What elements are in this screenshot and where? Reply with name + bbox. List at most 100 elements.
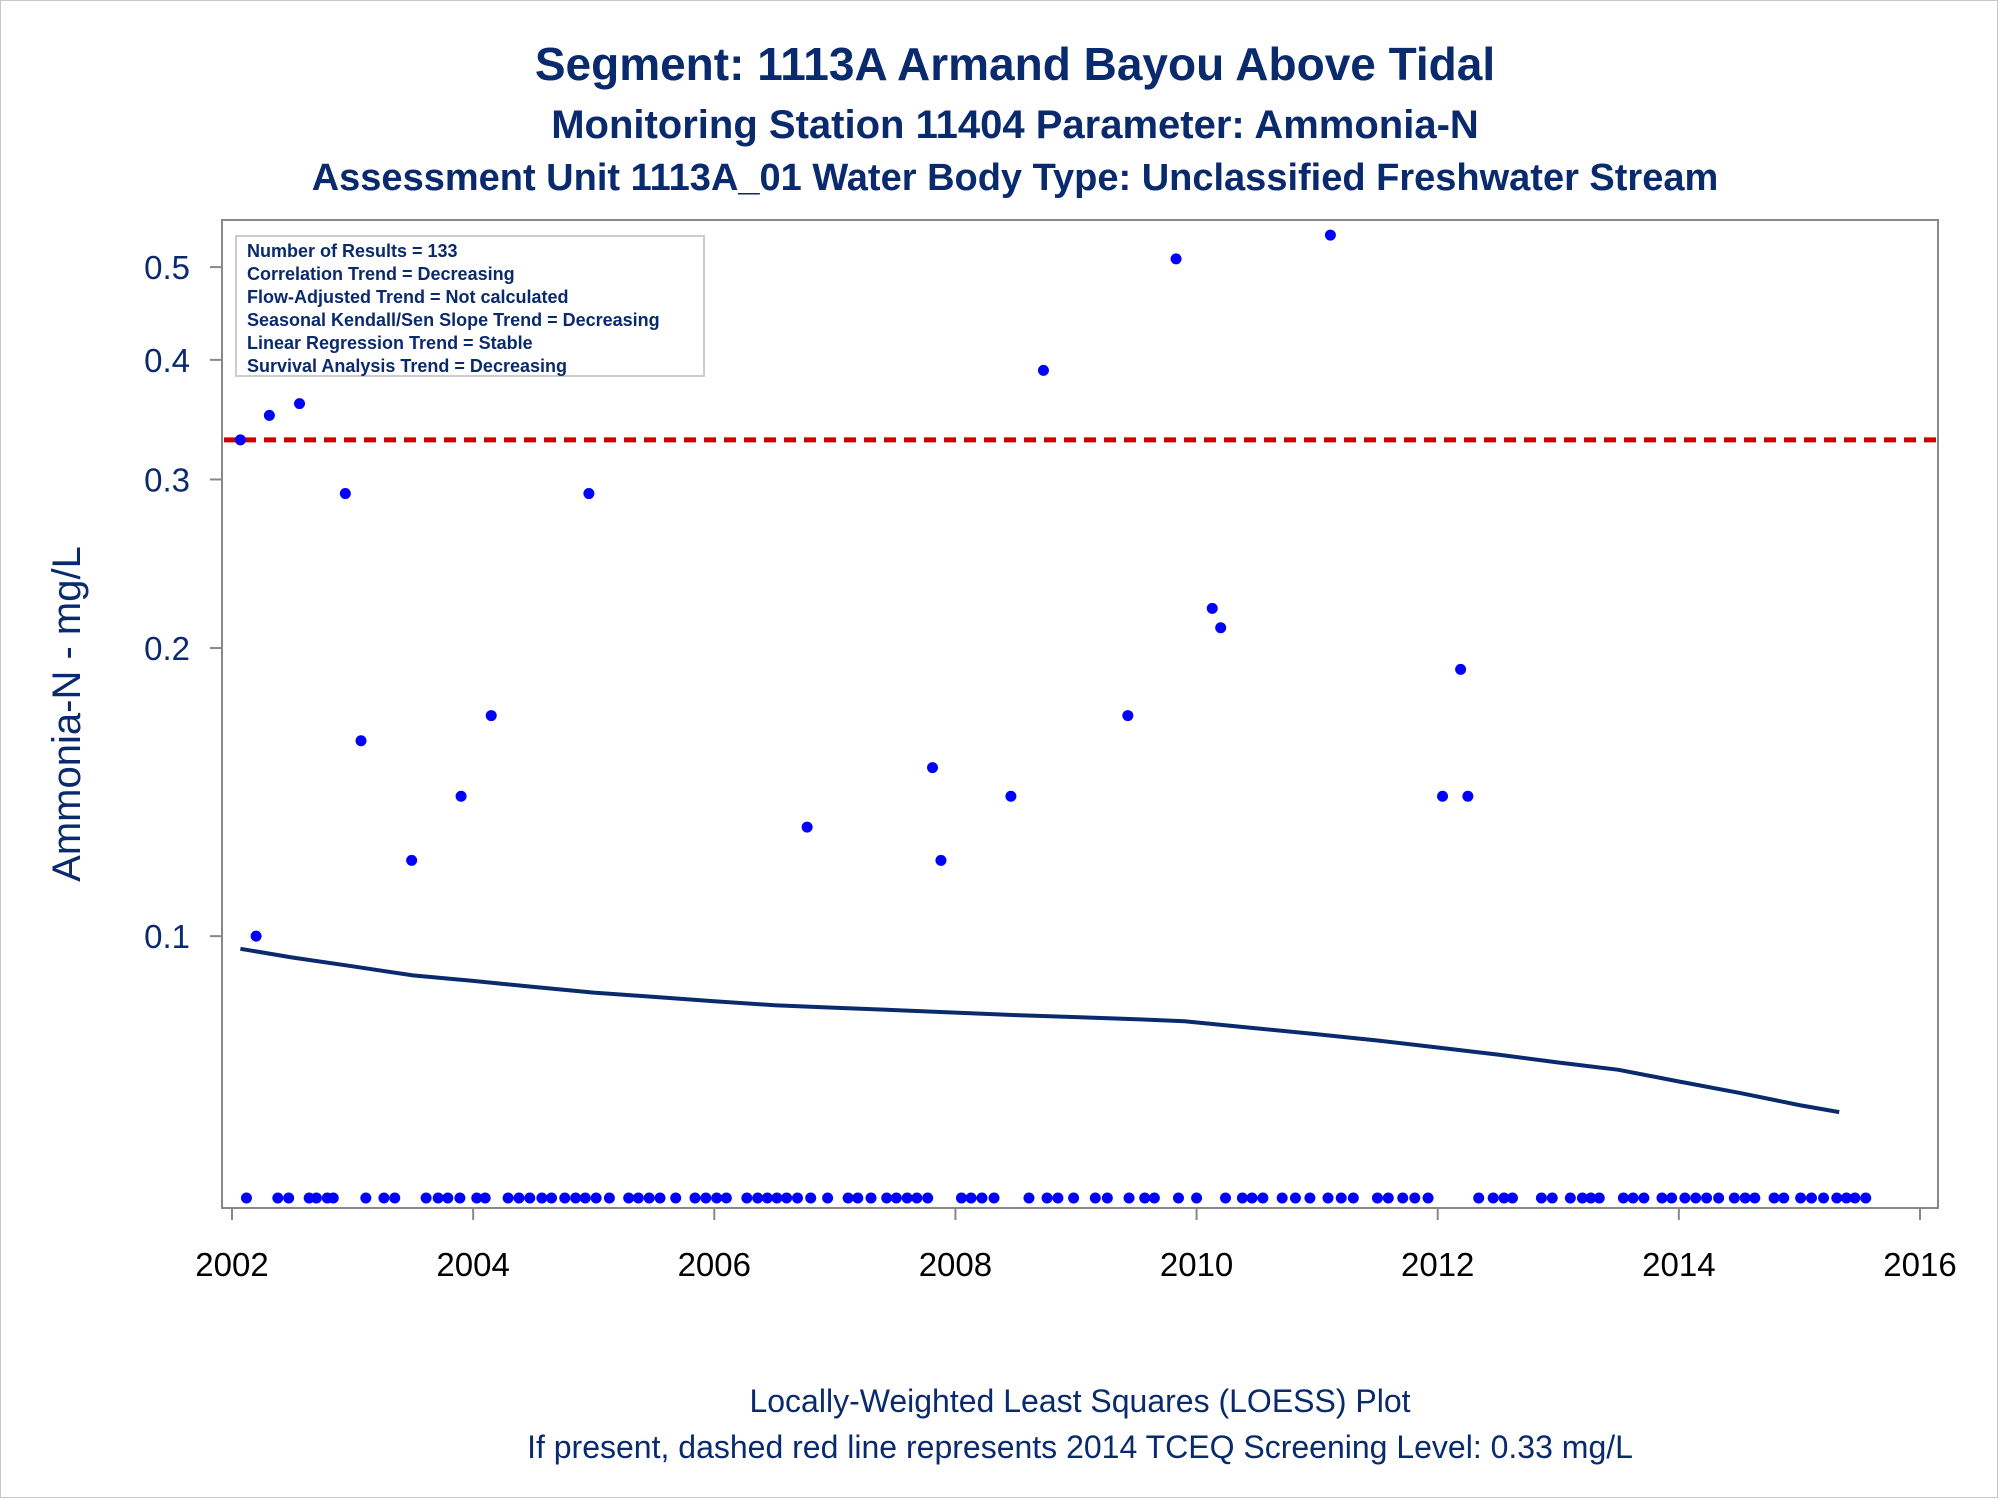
data-point	[1324, 229, 1336, 241]
data-point-below-detection	[1749, 1192, 1761, 1204]
data-point-below-detection	[559, 1192, 571, 1204]
data-point-below-detection	[1860, 1192, 1872, 1204]
data-point	[1437, 790, 1449, 802]
data-point-below-detection	[922, 1192, 934, 1204]
data-point-below-detection	[272, 1192, 284, 1204]
data-point-below-detection	[890, 1192, 902, 1204]
data-point-below-detection	[1041, 1192, 1053, 1204]
data-point-below-detection	[911, 1192, 923, 1204]
loess-line-group	[240, 946, 1840, 1115]
data-point-below-detection	[761, 1192, 773, 1204]
data-point-below-detection	[865, 1192, 877, 1204]
data-point-below-detection	[711, 1192, 723, 1204]
data-point-below-detection	[1690, 1192, 1702, 1204]
data-point-below-detection	[1246, 1192, 1258, 1204]
data-point-below-detection	[1371, 1192, 1383, 1204]
data-point-below-detection	[1409, 1192, 1421, 1204]
data-point	[1037, 364, 1049, 376]
data-point-below-detection	[1506, 1192, 1518, 1204]
data-point-below-detection	[1068, 1192, 1080, 1204]
data-point-below-detection	[988, 1192, 1000, 1204]
data-point-below-detection	[442, 1192, 454, 1204]
data-point	[1455, 663, 1467, 675]
stats-line-results: Number of Results = 133	[247, 241, 458, 261]
stats-line-linear-regression: Linear Regression Trend = Stable	[247, 333, 533, 353]
data-point-below-detection	[623, 1192, 635, 1204]
data-point	[927, 762, 939, 774]
data-point-below-detection	[1739, 1192, 1751, 1204]
y-tick-label: 0.4	[144, 342, 190, 379]
stats-line-correlation: Correlation Trend = Decreasing	[247, 264, 515, 284]
data-point	[339, 488, 351, 500]
data-point-below-detection	[360, 1192, 372, 1204]
data-point	[250, 930, 262, 942]
data-point-below-detection	[1276, 1192, 1288, 1204]
x-tick-label: 2010	[1160, 1246, 1233, 1283]
y-tick-label: 0.3	[144, 461, 190, 498]
data-point-below-detection	[741, 1192, 753, 1204]
footnote-loess: Locally-Weighted Least Squares (LOESS) P…	[749, 1383, 1410, 1419]
data-point-below-detection	[955, 1192, 967, 1204]
data-point-below-detection	[1487, 1192, 1499, 1204]
data-point-below-detection	[1498, 1192, 1510, 1204]
data-point-below-detection	[1713, 1192, 1725, 1204]
data-point-below-detection	[771, 1192, 783, 1204]
data-point-below-detection	[1382, 1192, 1394, 1204]
data-point-below-detection	[752, 1192, 764, 1204]
data-point-below-detection	[1840, 1192, 1852, 1204]
data-point-below-detection	[546, 1192, 558, 1204]
chart-subtitle-2: Assessment Unit 1113A_01 Water Body Type…	[312, 157, 1719, 199]
data-point	[1215, 622, 1227, 634]
data-point	[1206, 602, 1218, 614]
chart-title: Segment: 1113A Armand Bayou Above Tidal	[535, 38, 1495, 90]
data-point-below-detection	[1679, 1192, 1691, 1204]
data-point-below-detection	[1191, 1192, 1203, 1204]
stats-box-border	[235, 235, 705, 377]
x-tick-label: 2008	[919, 1246, 992, 1283]
data-point-below-detection	[1728, 1192, 1740, 1204]
data-point-below-detection	[378, 1192, 390, 1204]
x-tick-label: 2014	[1642, 1246, 1715, 1283]
data-point-below-detection	[1768, 1192, 1780, 1204]
data-point-below-detection	[1347, 1192, 1359, 1204]
data-point-below-detection	[1818, 1192, 1830, 1204]
data-point-below-detection	[1617, 1192, 1629, 1204]
data-point-below-detection	[1422, 1192, 1434, 1204]
data-point-below-detection	[471, 1192, 483, 1204]
data-point-below-detection	[632, 1192, 644, 1204]
x-axis-ticks: 2002 2004 2006 2008 2010 2012 2014 2016	[195, 1208, 1957, 1283]
data-point-below-detection	[1627, 1192, 1639, 1204]
x-tick-label: 2004	[436, 1246, 509, 1283]
data-point-below-detection	[791, 1192, 803, 1204]
data-point-below-detection	[579, 1192, 591, 1204]
data-point-below-detection	[842, 1192, 854, 1204]
stats-line-flow-adjusted: Flow-Adjusted Trend = Not calculated	[247, 287, 569, 307]
data-point-below-detection	[310, 1192, 322, 1204]
data-point-below-detection	[1535, 1192, 1547, 1204]
data-point-below-detection	[1236, 1192, 1248, 1204]
data-point-below-detection	[432, 1192, 444, 1204]
data-point-below-detection	[720, 1192, 732, 1204]
data-point-below-detection	[327, 1192, 339, 1204]
data-point-below-detection	[1585, 1192, 1597, 1204]
data-point-below-detection	[1778, 1192, 1790, 1204]
data-point	[583, 488, 595, 500]
data-point-below-detection	[1304, 1192, 1316, 1204]
data-point-below-detection	[1257, 1192, 1269, 1204]
stats-box: Number of Results = 133 Correlation Tren…	[235, 235, 705, 377]
stats-line-seasonal-kendall: Seasonal Kendall/Sen Slope Trend = Decre…	[247, 310, 660, 330]
data-point-below-detection	[670, 1192, 682, 1204]
data-point-below-detection	[852, 1192, 864, 1204]
data-point	[1170, 253, 1182, 265]
data-point-below-detection	[976, 1192, 988, 1204]
data-point-below-detection	[1289, 1192, 1301, 1204]
data-point-below-detection	[1139, 1192, 1151, 1204]
data-point	[263, 409, 275, 421]
data-point-below-detection	[1322, 1192, 1334, 1204]
y-tick-label: 0.1	[144, 918, 190, 955]
x-tick-label: 2006	[678, 1246, 751, 1283]
data-point	[455, 790, 467, 802]
chart-subtitle: Monitoring Station 11404 Parameter: Ammo…	[551, 103, 1479, 147]
data-point-below-detection	[1546, 1192, 1558, 1204]
